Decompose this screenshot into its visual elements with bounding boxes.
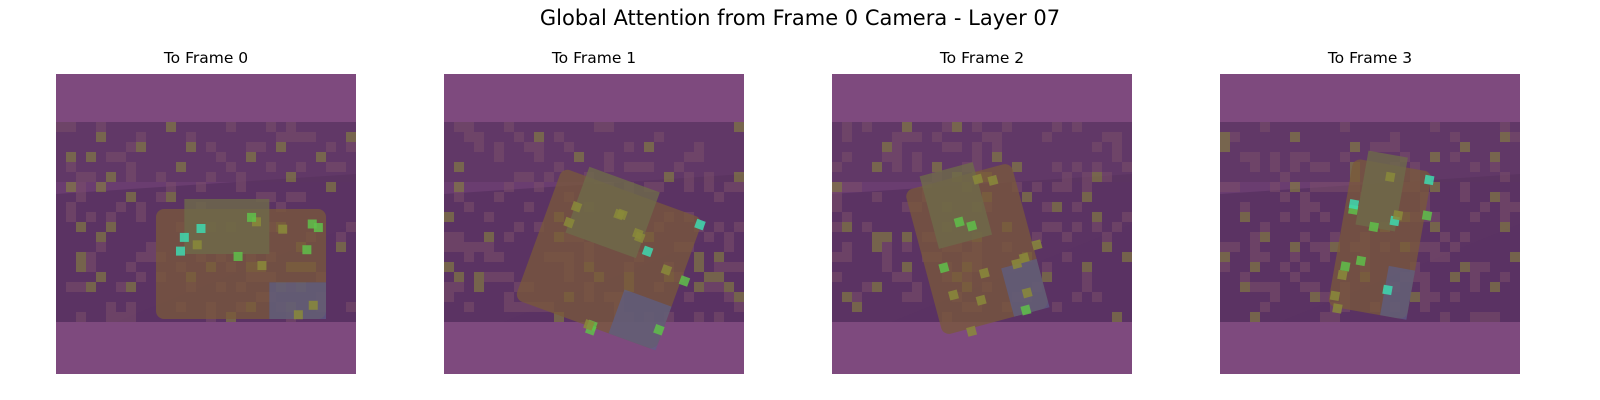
panel-frame-2: To Frame 2 [832,48,1132,374]
padding-band-bottom [56,322,356,374]
panel-title: To Frame 0 [163,49,249,67]
padding-band-top [56,74,356,122]
robot-vehicle [1328,150,1435,320]
padding-band-bottom [832,322,1132,374]
attention-heatmap [1220,74,1520,374]
padding-band-top [832,74,1132,122]
panel-frame-1: To Frame 1 [444,48,744,374]
attention-overlay-image [1220,74,1520,374]
figure-title: Global Attention from Frame 0 Camera - L… [539,6,1061,30]
attention-overlay-image [444,74,744,374]
padding-band-bottom [1220,322,1520,374]
padding-band-top [444,74,744,122]
attention-heatmap [444,74,744,374]
robot-vehicle [906,162,1050,337]
panel-frame-3: To Frame 3 [1220,48,1520,374]
attention-heatmap [832,74,1132,374]
padding-band-top [1220,74,1520,122]
panel-title: To Frame 1 [551,49,637,67]
attention-heatmap [56,74,356,374]
attention-overlay-image [832,74,1132,374]
panel-frame-0: To Frame 0 [56,48,356,374]
attention-overlay-image [56,74,356,374]
robot-vehicle [516,166,706,351]
robot-vehicle [156,199,326,320]
panel-title: To Frame 3 [1327,49,1413,67]
panel-title: To Frame 2 [939,49,1025,67]
